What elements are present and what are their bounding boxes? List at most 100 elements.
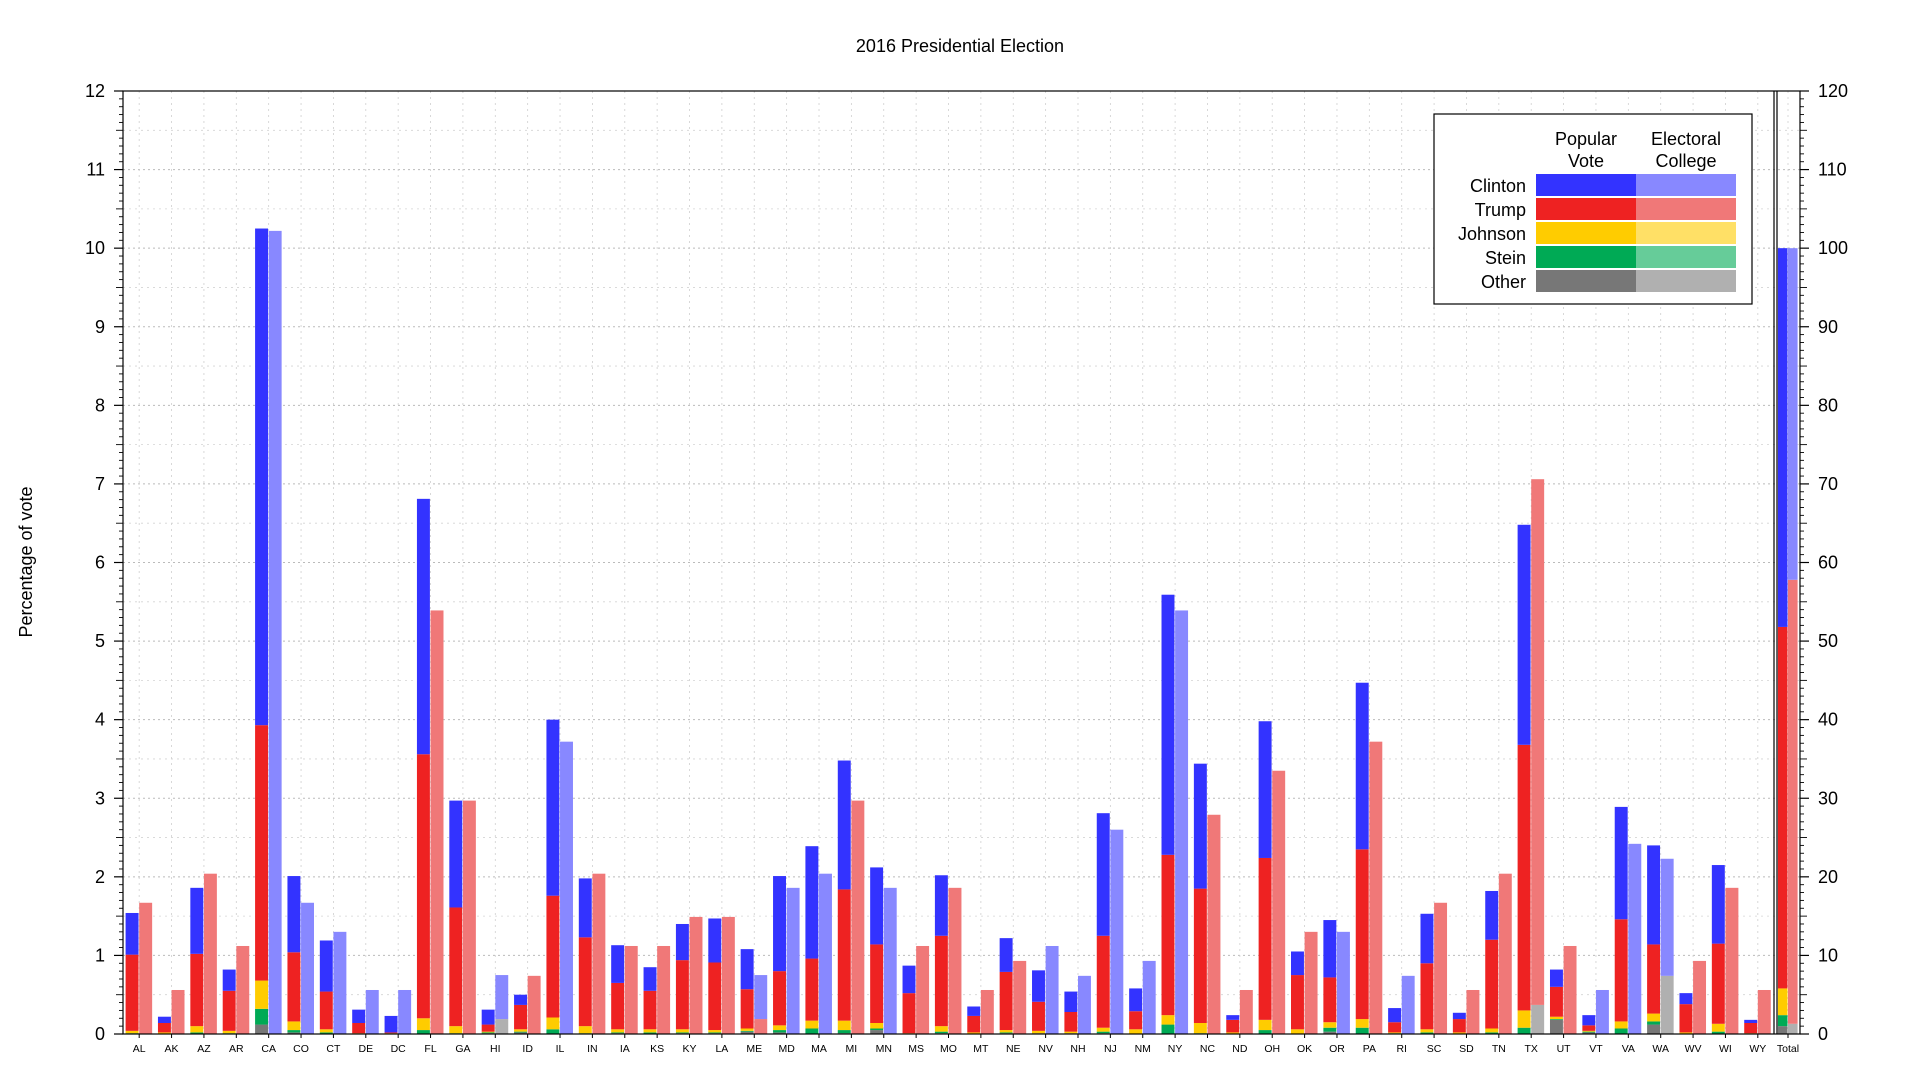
bar-popular-trump bbox=[514, 1004, 528, 1030]
x-tick-label: IA bbox=[620, 1043, 630, 1055]
bar-popular-clinton bbox=[287, 876, 301, 953]
bar-electoral-trump bbox=[754, 1019, 768, 1034]
x-tick-label: HI bbox=[490, 1043, 501, 1055]
x-tick-label: PA bbox=[1363, 1043, 1376, 1055]
legend: Popular Vote Electoral College Clinton Tr… bbox=[1433, 113, 1753, 305]
bar-electoral-other bbox=[1531, 1004, 1545, 1034]
legend-label-stein: Stein bbox=[1485, 248, 1526, 268]
bar-electoral-trump bbox=[203, 873, 217, 1034]
bar-popular-stein bbox=[255, 1008, 269, 1025]
bar-popular-stein bbox=[1647, 1021, 1661, 1025]
legend-header-electoral: College bbox=[1655, 151, 1716, 171]
bar-popular-trump bbox=[1129, 1011, 1143, 1030]
bar-popular-trump bbox=[1064, 1011, 1078, 1032]
bar-popular-trump bbox=[546, 895, 560, 1018]
bar-popular-stein bbox=[1777, 1015, 1788, 1027]
legend-swatch-popular-stein bbox=[1536, 246, 1636, 268]
bar-popular-johnson bbox=[255, 980, 269, 1009]
bar-popular-stein bbox=[514, 1031, 528, 1033]
x-tick-label: AL bbox=[133, 1043, 146, 1055]
bar-popular-clinton bbox=[773, 876, 786, 972]
bar-popular-stein bbox=[481, 1032, 495, 1034]
bar-popular-trump bbox=[1258, 857, 1272, 1020]
bar-popular-clinton bbox=[837, 760, 851, 890]
bar-popular-clinton bbox=[902, 965, 916, 994]
legend-rows: Clinton Trump Johnson Stein Other bbox=[1458, 174, 1736, 292]
bar-popular-stein bbox=[1420, 1032, 1434, 1034]
bar-popular-johnson bbox=[1388, 1032, 1402, 1034]
bar-popular-johnson bbox=[611, 1029, 625, 1033]
x-tick-label: KY bbox=[683, 1043, 697, 1055]
bar-popular-clinton bbox=[1614, 806, 1628, 920]
bar-popular-trump bbox=[255, 725, 269, 981]
bar-popular-trump bbox=[708, 962, 722, 1031]
bar-electoral-trump bbox=[980, 989, 994, 1034]
x-tick-label: OH bbox=[1264, 1043, 1280, 1055]
y2-tick-label: 90 bbox=[1818, 317, 1838, 337]
bar-electoral-trump bbox=[139, 902, 153, 1034]
bar-electoral-trump bbox=[1693, 960, 1707, 1034]
y2-tick-label: 70 bbox=[1818, 474, 1838, 494]
x-tick-label: LA bbox=[715, 1043, 728, 1055]
bar-electoral-trump bbox=[171, 989, 185, 1034]
bar-popular-johnson bbox=[1193, 1022, 1207, 1034]
bar-popular-stein bbox=[999, 1032, 1013, 1034]
bar-popular-johnson bbox=[1485, 1028, 1499, 1033]
bar-popular-stein bbox=[1485, 1032, 1499, 1034]
bar-popular-clinton bbox=[708, 918, 722, 963]
y-axis-label: Percentage of vote bbox=[16, 486, 36, 637]
bar-popular-stein bbox=[1161, 1024, 1175, 1034]
y2-tick-label: 30 bbox=[1818, 788, 1838, 808]
bar-popular-stein bbox=[1096, 1031, 1110, 1034]
bar-popular-clinton bbox=[1096, 813, 1110, 936]
bar-popular-johnson bbox=[934, 1026, 948, 1032]
bar-electoral-trump bbox=[1239, 989, 1253, 1034]
bar-popular-johnson bbox=[1129, 1029, 1143, 1034]
x-tick-label: NC bbox=[1200, 1043, 1216, 1055]
bar-popular-johnson bbox=[999, 1030, 1013, 1033]
legend-swatch-electoral-clinton bbox=[1636, 174, 1736, 196]
bar-popular-stein bbox=[773, 1030, 786, 1033]
legend-label-trump: Trump bbox=[1475, 200, 1526, 220]
legend-header-popular: Vote bbox=[1568, 151, 1604, 171]
bar-popular-trump bbox=[611, 982, 625, 1030]
bar-electoral-trump bbox=[851, 800, 865, 1034]
y-tick-label: 1 bbox=[95, 945, 105, 965]
bar-popular-johnson bbox=[1226, 1032, 1240, 1034]
bar-popular-other bbox=[1647, 1024, 1661, 1034]
bar-popular-johnson bbox=[449, 1026, 463, 1034]
y2-tick-label: 20 bbox=[1818, 867, 1838, 887]
y-tick-label: 8 bbox=[95, 395, 105, 415]
bar-electoral-clinton bbox=[1401, 975, 1415, 1034]
bar-electoral-clinton bbox=[1660, 858, 1674, 976]
y-tick-label: 12 bbox=[85, 81, 105, 101]
bar-popular-trump bbox=[1452, 1019, 1466, 1033]
x-tick-label: MI bbox=[846, 1043, 858, 1055]
bar-electoral-trump bbox=[1757, 989, 1771, 1034]
legend-swatch-electoral-stein bbox=[1636, 246, 1736, 268]
bar-popular-trump bbox=[1193, 888, 1207, 1023]
bar-popular-trump bbox=[1614, 919, 1628, 1022]
x-tick-label: WI bbox=[1719, 1043, 1732, 1055]
legend-swatch-electoral-johnson bbox=[1636, 222, 1736, 244]
bar-electoral-clinton bbox=[1077, 975, 1091, 1034]
bar-popular-trump bbox=[222, 990, 236, 1031]
legend-label-johnson: Johnson bbox=[1458, 224, 1526, 244]
bar-popular-clinton bbox=[1388, 1008, 1402, 1023]
bar-electoral-trump bbox=[624, 945, 638, 1034]
bar-popular-other bbox=[1777, 1026, 1788, 1034]
bar-popular-trump bbox=[934, 935, 948, 1027]
y-tick-label: 10 bbox=[85, 238, 105, 258]
bar-electoral-clinton bbox=[560, 741, 573, 1034]
bar-popular-clinton bbox=[1420, 913, 1434, 964]
x-tick-label: GA bbox=[455, 1043, 470, 1055]
bar-popular-stein bbox=[416, 1030, 430, 1034]
bar-popular-johnson bbox=[805, 1020, 819, 1029]
axes-layer: AL AK AZ AR CA CO CT DE DC FL GA HI ID IL IN IA KS KY LA ME… bbox=[85, 81, 1848, 1055]
x-tick-label: AR bbox=[229, 1043, 244, 1055]
y-tick-label: 4 bbox=[95, 710, 105, 730]
bar-popular-clinton bbox=[1129, 988, 1143, 1012]
y2-tick-label: 0 bbox=[1818, 1024, 1828, 1044]
bar-popular-clinton bbox=[870, 867, 884, 945]
bar-electoral-clinton bbox=[1110, 829, 1124, 1034]
